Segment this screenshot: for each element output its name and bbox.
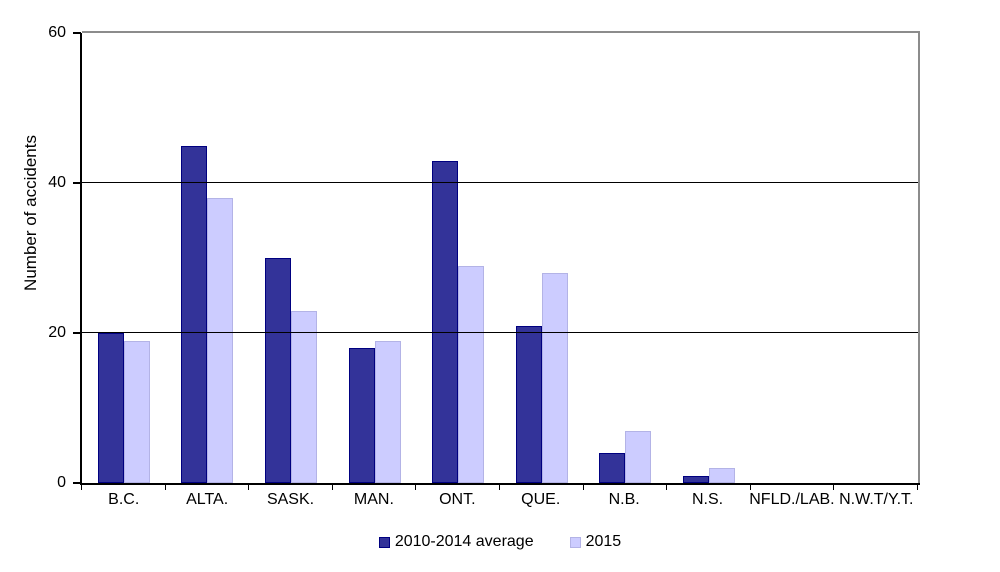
bars-container <box>82 33 918 483</box>
y-axis-tick-labels: 0 20 40 60 <box>0 0 66 572</box>
x-tick-mark-1 <box>164 485 166 490</box>
x-axis-tick-labels: B.C. ALTA. SASK. MAN. ONT. QUE. N.B. N.S. NFLD./… <box>82 491 918 509</box>
bar-2010-2014 average-QUE. <box>515 325 542 483</box>
bar-2010-2014 average-ALTA. <box>181 145 208 483</box>
x-tick-label-ALTA.: ALTA. <box>186 491 229 508</box>
gridline-20 <box>82 332 918 334</box>
bar-2010-2014 average-MAN. <box>348 348 375 483</box>
x-tick-label-ONT.: ONT. <box>439 491 476 508</box>
legend: 2010-2014 average 2015 <box>0 533 1000 551</box>
bar-2010-2014 average-N.S. <box>682 475 709 483</box>
bar-2010-2014 average-SASK. <box>264 258 291 483</box>
y-tick-label-20: 20 <box>48 324 66 341</box>
bar-2015-QUE. <box>541 273 568 483</box>
bar-2015-MAN. <box>374 340 401 483</box>
bar-2015-SASK. <box>290 310 317 483</box>
x-tick-label-QUE.: QUE. <box>521 491 561 508</box>
y-tick-mark-0 <box>73 482 81 484</box>
x-tick-mark-4 <box>415 485 417 490</box>
x-tick-mark-0 <box>81 485 82 490</box>
x-tick-mark-2 <box>248 485 250 490</box>
plot-border-top <box>82 31 920 33</box>
legend-swatch-2010-2014-average-icon <box>378 536 390 548</box>
y-tick-label-0: 0 <box>57 474 66 491</box>
x-tick-mark-8 <box>749 485 751 490</box>
category-group-N.S. <box>667 33 751 483</box>
legend-swatch-2015-icon <box>569 536 581 548</box>
y-tick-label-40: 40 <box>48 174 66 191</box>
x-tick-label-N.S.: N.S. <box>691 491 724 508</box>
x-axis-line <box>80 483 920 485</box>
bar-2015-ALTA. <box>207 198 234 483</box>
x-tick-label-B.C.: B.C. <box>108 491 140 508</box>
x-tick-mark-9 <box>833 485 835 490</box>
bar-2015-ONT. <box>458 265 485 483</box>
category-group-MAN. <box>333 33 417 483</box>
x-tick-label-MAN.: MAN. <box>353 491 394 508</box>
legend-label-2010-2014-average: 2010-2014 average <box>394 533 534 550</box>
bar-2010-2014 average-N.B. <box>599 453 626 483</box>
category-group-ALTA. <box>166 33 250 483</box>
category-group-N.W.T/Y.T. <box>834 33 918 483</box>
category-group-SASK. <box>249 33 333 483</box>
legend-item-2015: 2015 <box>569 533 622 551</box>
y-tick-mark-40 <box>73 182 81 184</box>
x-tick-mark-3 <box>331 485 333 490</box>
x-tick-mark-5 <box>499 485 500 490</box>
bar-2010-2014 average-ONT. <box>432 160 459 483</box>
legend-label-2015: 2015 <box>585 533 622 550</box>
gridline-40 <box>82 182 918 184</box>
bar-2010-2014 average-B.C. <box>97 333 124 483</box>
plot-area <box>82 33 918 483</box>
bar-2015-B.C. <box>123 340 150 483</box>
x-axis-tick-marks <box>81 485 918 491</box>
category-group-N.B. <box>584 33 668 483</box>
category-group-ONT. <box>416 33 500 483</box>
x-tick-label-N.B.: N.B. <box>608 491 640 508</box>
x-tick-mark-10 <box>917 485 918 490</box>
y-tick-label-60: 60 <box>48 24 66 41</box>
x-tick-mark-7 <box>666 485 668 490</box>
bar-2015-N.B. <box>625 430 652 483</box>
x-tick-label-SASK.: SASK. <box>266 491 315 508</box>
x-tick-label-NFLD./LAB.: NFLD./LAB. <box>749 491 835 508</box>
legend-item-2010-2014-average: 2010-2014 average <box>378 533 534 551</box>
y-tick-mark-20 <box>73 332 81 334</box>
category-group-NFLD./LAB. <box>751 33 835 483</box>
x-tick-mark-6 <box>582 485 584 490</box>
y-tick-mark-60 <box>73 32 81 34</box>
plot-border-right <box>918 31 920 485</box>
category-group-B.C. <box>82 33 166 483</box>
category-group-QUE. <box>500 33 584 483</box>
bar-2015-N.S. <box>708 468 735 483</box>
x-tick-label-N.W.T/Y.T.: N.W.T/Y.T. <box>839 491 914 508</box>
y-axis-line <box>80 33 82 483</box>
